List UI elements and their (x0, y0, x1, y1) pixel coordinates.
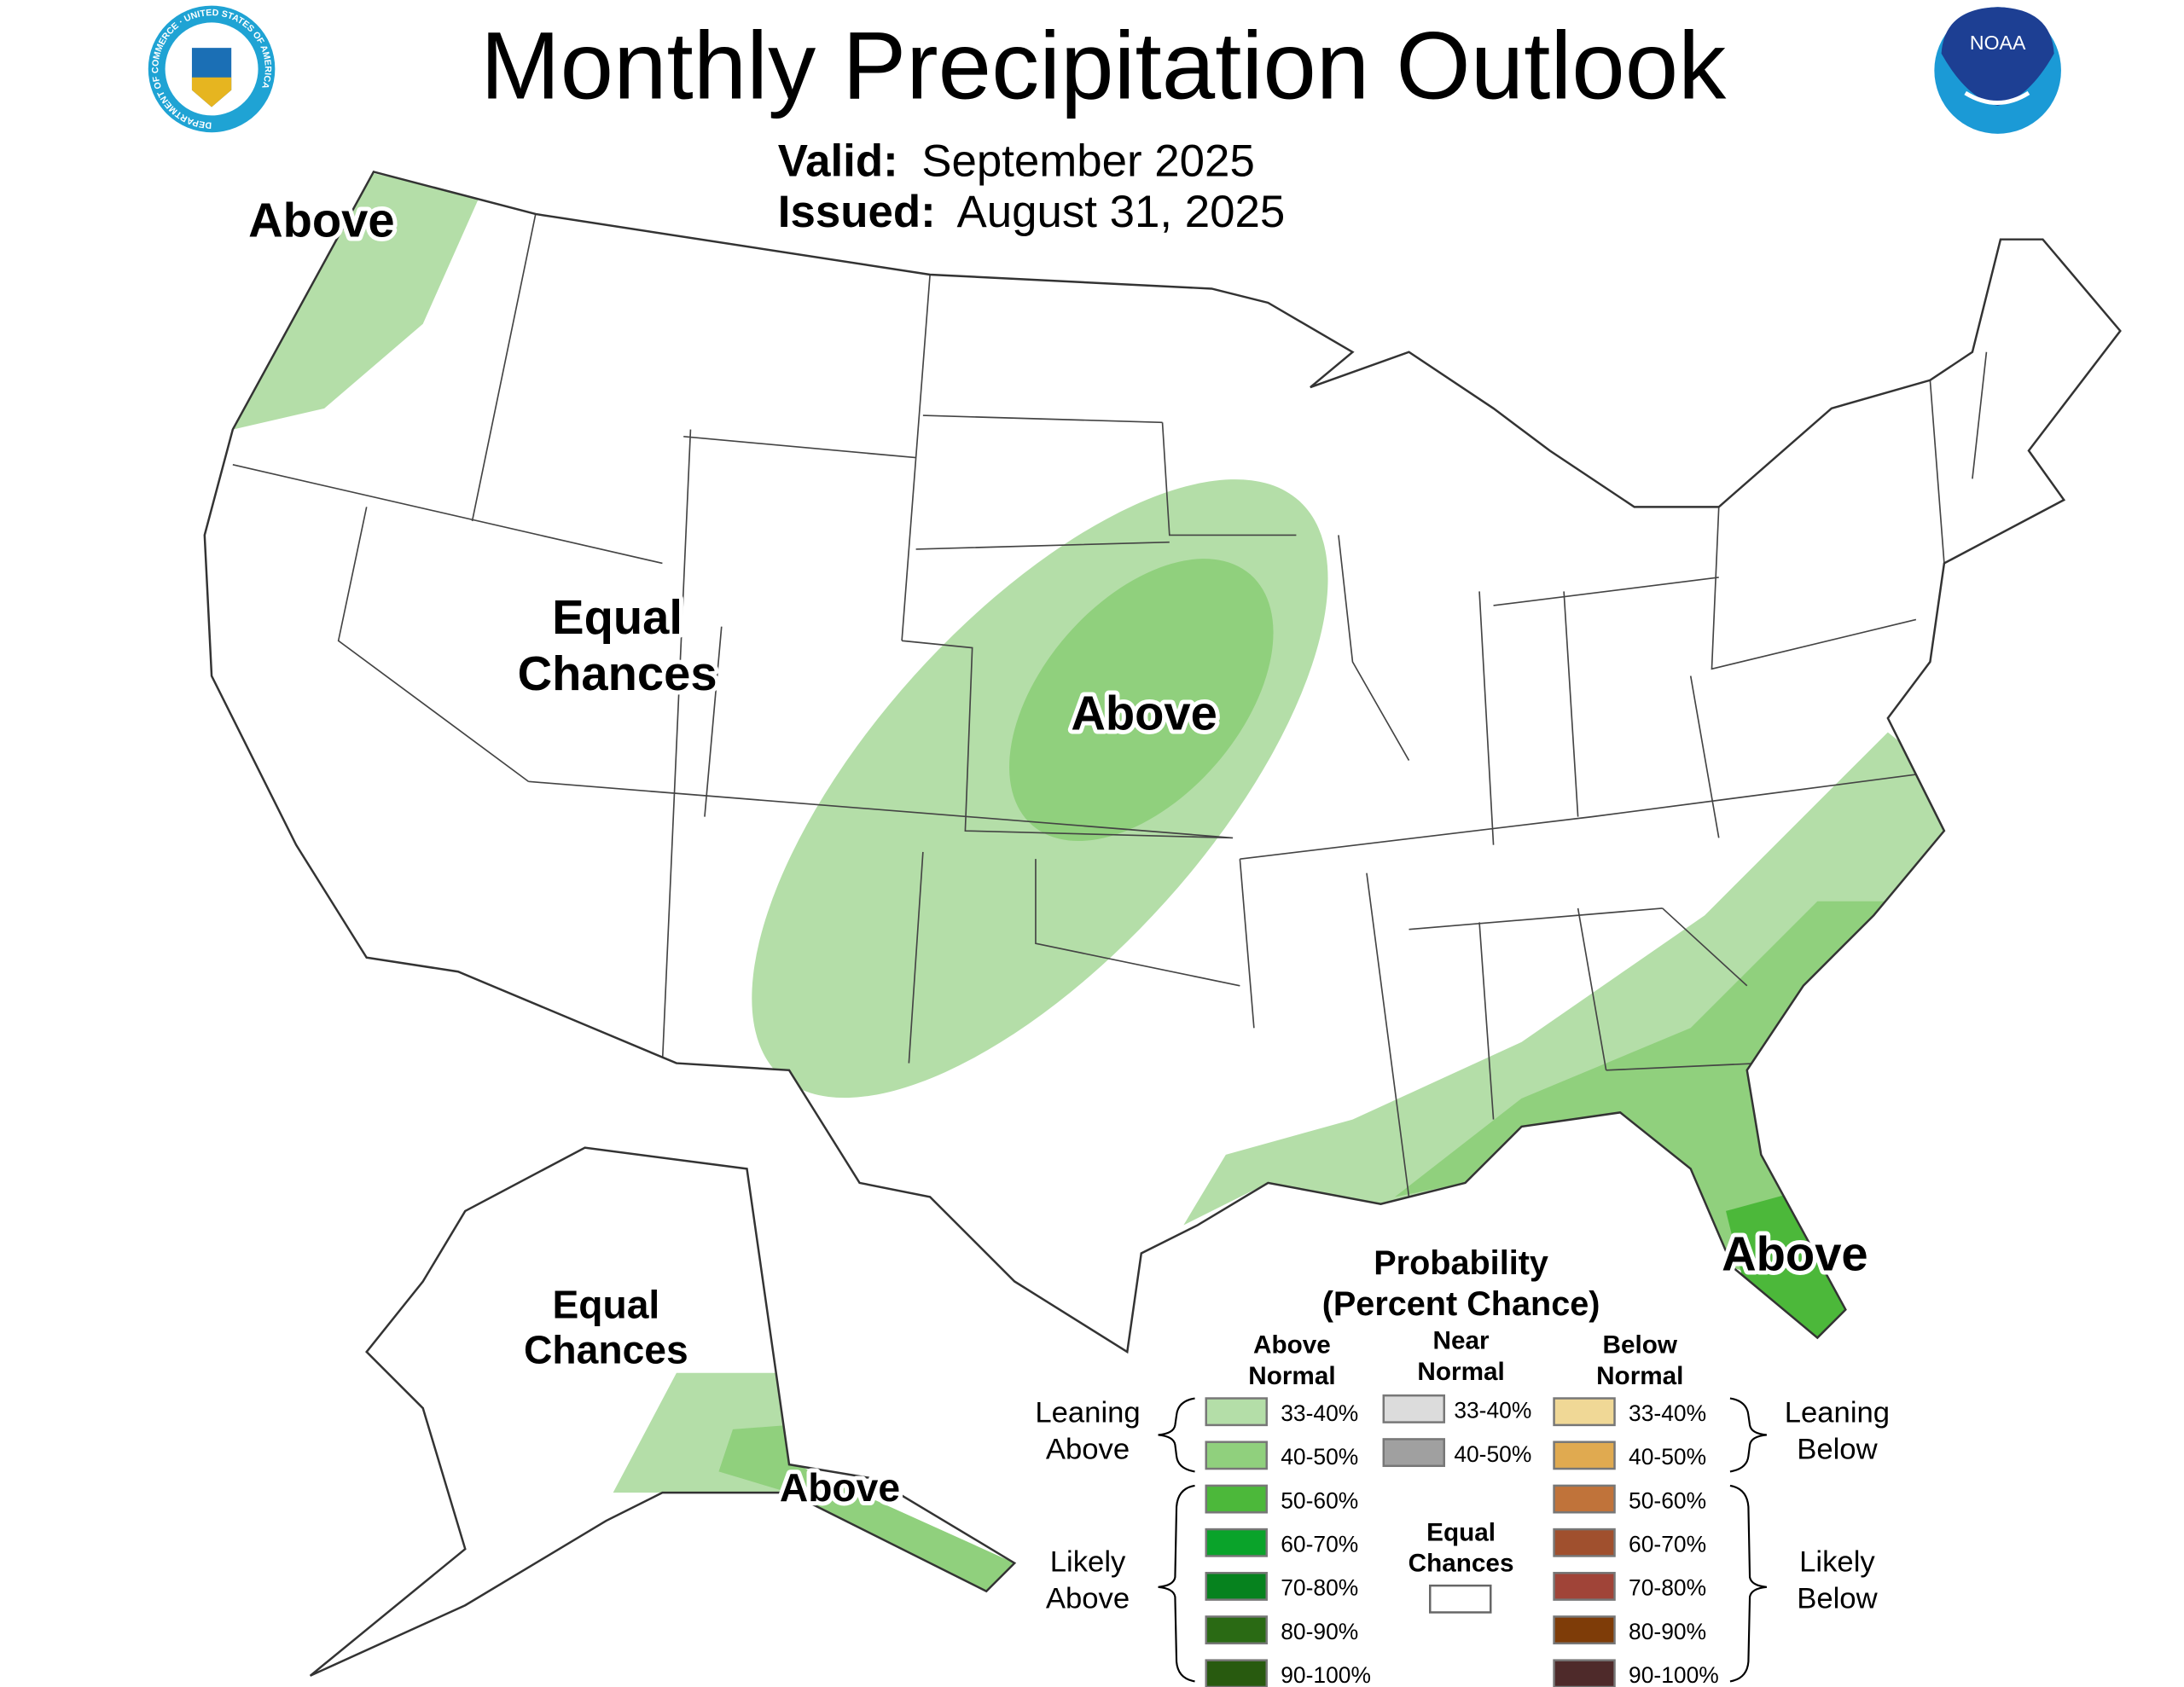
legend-swatch-near-0 (1382, 1394, 1446, 1423)
region-label-central: Above (1071, 686, 1217, 739)
legend-swatch-above-1 (1205, 1441, 1268, 1470)
fl-above-likely (1725, 1190, 1860, 1353)
legend-label-above-2: 50-60% (1281, 1487, 1358, 1513)
legend-label-above-1: 40-50% (1281, 1444, 1358, 1470)
likely-above-1: Likely (1050, 1546, 1126, 1579)
region-label-west-1: Equal (552, 590, 682, 644)
nw-above-area (232, 171, 479, 430)
legend-label-above-4: 70-80% (1281, 1575, 1358, 1601)
legend-label-above-5: 80-90% (1281, 1619, 1358, 1644)
region-label-west-2: Chances (518, 646, 717, 700)
noaa-logo: NOAA (1934, 7, 2061, 134)
region-label-ak-2: Chances (524, 1327, 688, 1371)
legend-subtitle: (Percent Chance) (1322, 1285, 1600, 1323)
legend-title: Probability (1374, 1244, 1548, 1282)
legend-label-below-0: 33-40% (1629, 1400, 1706, 1426)
legend-label-below-1: 40-50% (1629, 1444, 1706, 1470)
legend-label-below-4: 70-80% (1629, 1575, 1706, 1601)
legend-col-below-2: Normal (1596, 1362, 1683, 1390)
legend-label-below-3: 60-70% (1629, 1531, 1706, 1557)
legend-col-near-1: Near (1433, 1327, 1490, 1355)
likely-below-2: Below (1797, 1583, 1878, 1615)
legend-swatch-below-4 (1553, 1572, 1616, 1601)
central-above-inner (1009, 559, 1274, 842)
legend-swatch-above-6 (1205, 1659, 1268, 1687)
leaning-above-1: Leaning (1035, 1397, 1140, 1429)
legend-label-below-2: 50-60% (1629, 1487, 1706, 1513)
legend-swatch-below-2 (1553, 1484, 1616, 1514)
ak-above-inner (718, 1424, 1015, 1591)
issued-value: August 31, 2025 (956, 187, 1285, 237)
legend-label-near-1: 40-50% (1454, 1441, 1531, 1467)
region-label-ak-se: Above (780, 1465, 900, 1510)
legend-col-above-1: Above (1253, 1331, 1331, 1359)
page-title: Monthly Precipitation Outlook (480, 12, 1727, 119)
legend-equal-1: Equal (1426, 1518, 1496, 1546)
legend-swatch-below-3 (1553, 1528, 1616, 1557)
legend: Probability (Percent Chance) Above Norma… (1035, 1244, 1890, 1687)
legend-swatch-above-4 (1205, 1572, 1268, 1601)
conus-map (203, 171, 2122, 1354)
doc-seal-logo: DEPARTMENT OF COMMERCE · UNITED STATES O… (148, 5, 276, 133)
legend-braces (1158, 1397, 1767, 1683)
legend-swatch-below-5 (1553, 1615, 1616, 1645)
region-label-fl: Above (1722, 1226, 1868, 1280)
leaning-above-2: Above (1046, 1434, 1130, 1466)
legend-swatch-near-1 (1382, 1438, 1446, 1468)
legend-swatch-above-5 (1205, 1615, 1268, 1645)
legend-swatch-above-0 (1205, 1397, 1268, 1427)
legend-swatch-above-2 (1205, 1484, 1268, 1514)
legend-label-above-3: 60-70% (1281, 1531, 1358, 1557)
legend-label-near-0: 33-40% (1454, 1398, 1531, 1423)
legend-swatch-below-6 (1553, 1659, 1616, 1687)
region-label-nw: Above (248, 193, 395, 246)
valid-value: September 2025 (921, 136, 1255, 186)
valid-label: Valid: (778, 136, 898, 186)
legend-equal-2: Chances (1409, 1550, 1514, 1578)
legend-swatches: 33-40% 40-50% 50-60% 60-70% 70-80% 80-90% 90-1… (1205, 1394, 1719, 1687)
region-label-ak-1: Equal (552, 1282, 659, 1326)
noaa-logo-text: NOAA (1970, 32, 2026, 54)
legend-label-above-0: 33-40% (1281, 1400, 1358, 1426)
legend-col-above-2: Normal (1248, 1362, 1335, 1390)
legend-equal-swatch (1429, 1584, 1492, 1614)
likely-below-1: Likely (1799, 1546, 1875, 1579)
likely-above-2: Above (1046, 1583, 1130, 1615)
alaska-map (309, 1146, 1016, 1678)
legend-label-below-6: 90-100% (1629, 1662, 1719, 1687)
issued-label: Issued: (778, 187, 936, 237)
legend-col-below-1: Below (1603, 1331, 1678, 1359)
legend-swatch-below-0 (1553, 1397, 1616, 1427)
legend-swatch-above-3 (1205, 1528, 1268, 1557)
legend-swatch-below-1 (1553, 1441, 1616, 1470)
legend-label-below-5: 80-90% (1629, 1619, 1706, 1644)
leaning-below-2: Below (1797, 1434, 1878, 1466)
leaning-below-1: Leaning (1785, 1397, 1890, 1429)
legend-label-above-6: 90-100% (1281, 1662, 1371, 1687)
legend-col-near-2: Normal (1417, 1358, 1504, 1386)
state-borders (232, 213, 1988, 1197)
